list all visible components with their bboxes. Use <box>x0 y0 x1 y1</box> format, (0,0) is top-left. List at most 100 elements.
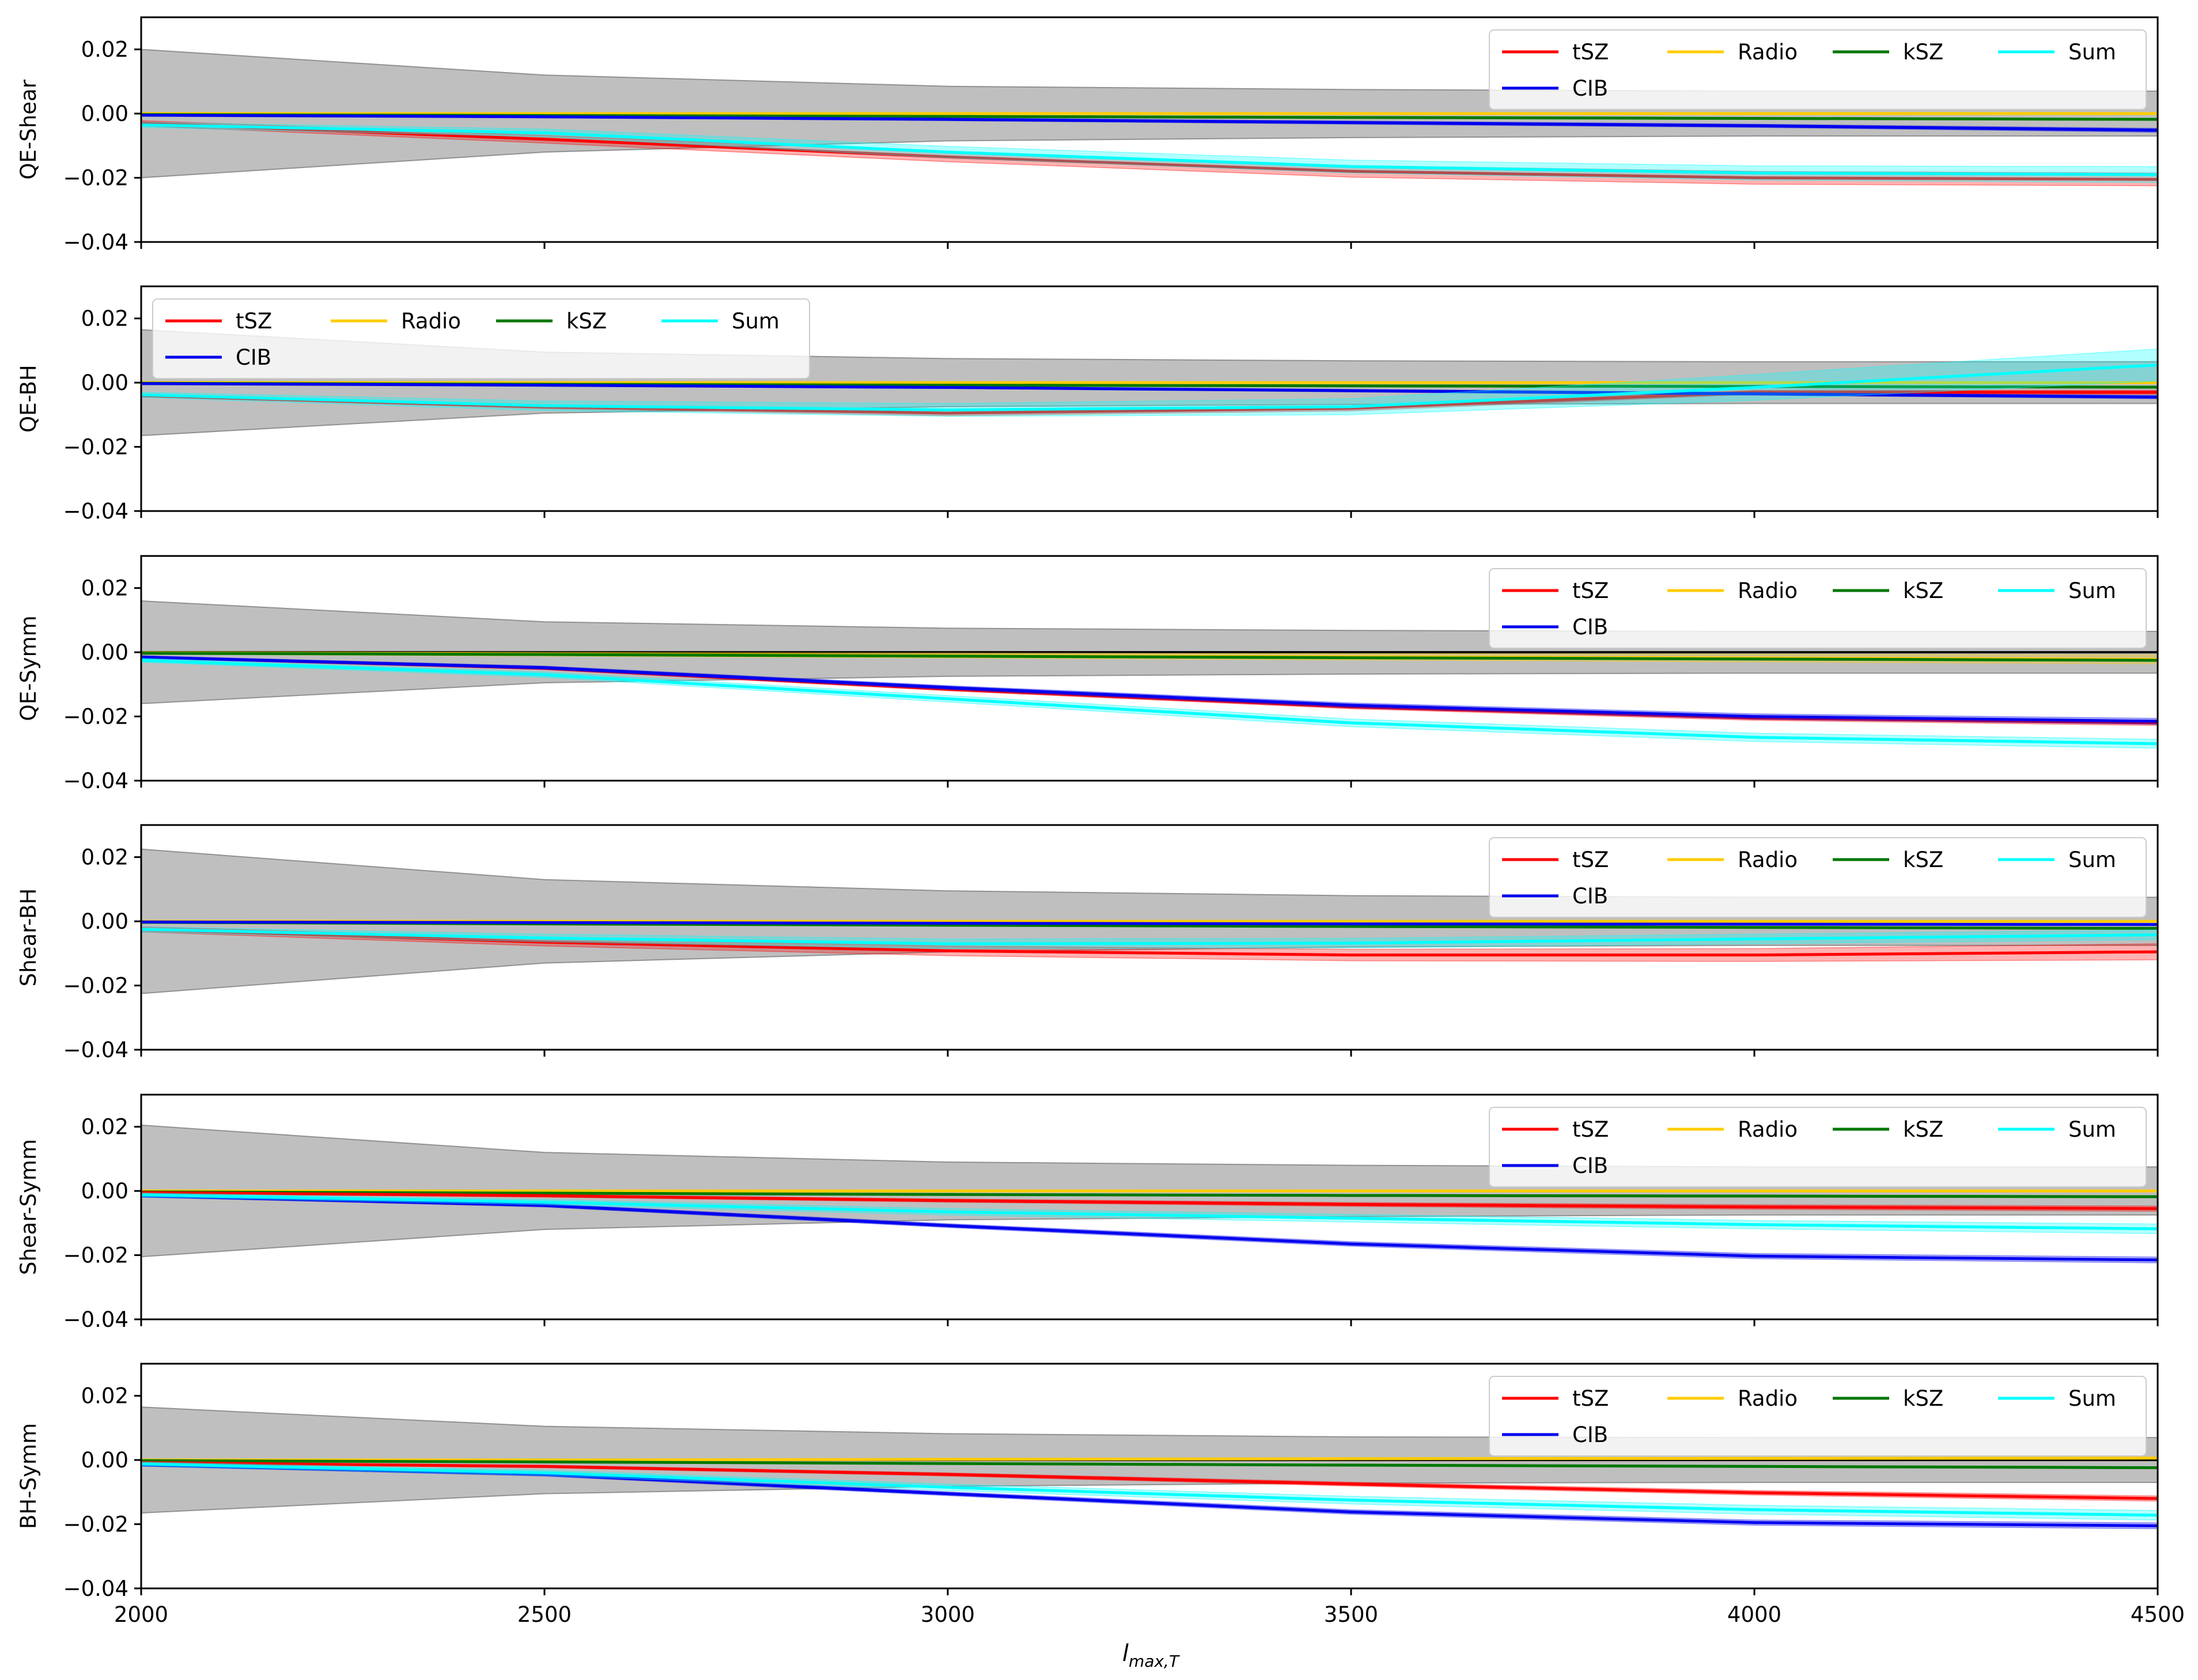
x-tick-label: 3500 <box>1324 1602 1378 1627</box>
legend-label-tsz: tSZ <box>1572 1117 1609 1142</box>
legend-item-cib: CIB <box>1502 1153 1608 1178</box>
y-tick-label: 0.00 <box>81 640 128 665</box>
legend: tSZ Radio kSZ Sum CIB <box>1489 1376 2147 1456</box>
legend: tSZ Radio kSZ Sum CIB <box>1489 837 2147 918</box>
y-axis-label: QE-BH <box>16 365 41 433</box>
legend-item-radio: Radio <box>1667 578 1798 603</box>
series-band-sum <box>141 926 2158 949</box>
legend-item-tsz: tSZ <box>165 309 272 334</box>
legend: tSZ Radio kSZ Sum CIB <box>152 298 810 379</box>
legend-item-radio: Radio <box>331 309 461 334</box>
legend-item-tsz: tSZ <box>1502 847 1609 872</box>
plot-area <box>141 848 2158 994</box>
y-tick-label: −0.04 <box>63 499 128 524</box>
legend-label-radio: Radio <box>1738 847 1798 872</box>
axes-frame <box>140 824 2159 1051</box>
legend-item-radio: Radio <box>1667 1386 1798 1411</box>
legend-item-cib: CIB <box>165 345 271 370</box>
y-tick-label: 0.02 <box>81 845 128 870</box>
panel-shear-bh: 0.02 0.00 −0.02 −0.04 Shear-BH tSZ Radio kSZ Sum… <box>16 824 2159 1062</box>
y-tick-label: −0.02 <box>63 974 128 998</box>
legend-label-sum: Sum <box>2068 847 2116 872</box>
axes-frame <box>140 555 2159 782</box>
series-line-cib <box>141 920 2158 926</box>
panels: 0.02 0.00 −0.02 −0.04 QE-Shear tSZ Radio kSZ Sum… <box>16 16 2185 1627</box>
legend-label-tsz: tSZ <box>1572 1386 1609 1411</box>
legend: tSZ Radio kSZ Sum CIB <box>1489 1107 2147 1187</box>
legend-item-sum: Sum <box>1998 847 2116 872</box>
series-line-sum <box>141 928 2158 945</box>
series-line-tsz <box>141 928 2158 957</box>
series-line-sum <box>141 1193 2158 1231</box>
axes-frame <box>140 1363 2159 1590</box>
y-tick-label: −0.04 <box>63 769 128 793</box>
y-tick-label: −0.04 <box>63 1576 128 1601</box>
legend-box <box>1489 837 2147 918</box>
legend-box <box>1489 568 2147 649</box>
x-axis-label-main: l <box>1122 1640 1129 1667</box>
legend-label-ksz: kSZ <box>1903 1386 1943 1411</box>
panel-qe-shear: 0.02 0.00 −0.02 −0.04 QE-Shear tSZ Radio kSZ Sum… <box>16 16 2159 255</box>
legend-label-radio: Radio <box>1738 40 1798 65</box>
y-tick-label: 0.02 <box>81 1115 128 1140</box>
y-tick-label: −0.04 <box>63 230 128 255</box>
axes-frame <box>140 285 2159 512</box>
legend-item-cib: CIB <box>1502 1422 1608 1447</box>
x-tick-label: 2500 <box>517 1602 572 1627</box>
series-line-cib <box>141 382 2158 399</box>
series-line-sum <box>141 659 2158 746</box>
legend-label-cib: CIB <box>236 345 271 370</box>
series-line-sum <box>141 364 2158 411</box>
legend-item-cib: CIB <box>1502 76 1608 101</box>
series-line-tsz <box>141 1191 2158 1210</box>
legend-item-sum: Sum <box>661 309 780 334</box>
legend-label-ksz: kSZ <box>1903 40 1943 65</box>
series-line-sum <box>141 1462 2158 1517</box>
legend-item-ksz: kSZ <box>1833 1117 1943 1142</box>
legend: tSZ Radio kSZ Sum CIB <box>1489 29 2147 110</box>
legend-label-radio: Radio <box>401 309 461 334</box>
y-tick-label: 0.00 <box>81 1179 128 1204</box>
y-tick-label: 0.00 <box>81 101 128 126</box>
legend-item-radio: Radio <box>1667 40 1798 65</box>
y-tick-label: 0.00 <box>81 1448 128 1473</box>
x-tick-label: 4000 <box>1727 1602 1781 1627</box>
legend-label-tsz: tSZ <box>1572 847 1609 872</box>
plot-area <box>141 1406 2158 1530</box>
legend-item-ksz: kSZ <box>1833 847 1943 872</box>
y-tick-label: −0.02 <box>63 166 128 191</box>
y-tick-label: 0.00 <box>81 370 128 395</box>
x-axis-label-subscript: max,T <box>1129 1652 1180 1671</box>
y-axis-label: BH-Symm <box>16 1423 41 1529</box>
y-axis-label: Shear-BH <box>16 888 41 986</box>
axes-frame <box>140 1093 2159 1320</box>
y-tick-label: −0.02 <box>63 705 128 729</box>
legend-label-cib: CIB <box>1572 615 1608 640</box>
series-line-ksz <box>141 1459 2158 1470</box>
series-line-cib <box>141 656 2158 723</box>
plot-area <box>141 600 2158 749</box>
x-tick-label: 2000 <box>114 1602 168 1627</box>
legend-label-radio: Radio <box>1738 1386 1798 1411</box>
y-tick-label: −0.02 <box>63 1243 128 1268</box>
series-line-cib <box>141 113 2158 132</box>
legend-item-tsz: tSZ <box>1502 1117 1609 1142</box>
y-axis-label: Shear-Symm <box>16 1139 41 1275</box>
legend-label-cib: CIB <box>1572 1153 1608 1178</box>
legend-label-tsz: tSZ <box>236 309 272 334</box>
legend-item-ksz: kSZ <box>496 309 607 334</box>
series-line-cib <box>141 1194 2158 1262</box>
panel-qe-bh: 0.02 0.00 −0.02 −0.04 QE-BH tSZ Radio kSZ Sum CIB <box>16 285 2159 524</box>
legend-label-cib: CIB <box>1572 884 1608 909</box>
series-line-ksz <box>141 1190 2158 1198</box>
y-axis-label: QE-Shear <box>16 79 41 179</box>
series-line-cib <box>141 1463 2158 1527</box>
legend-label-tsz: tSZ <box>1572 578 1609 603</box>
legend-label-sum: Sum <box>2068 40 2116 65</box>
legend-item-sum: Sum <box>1998 1386 2116 1411</box>
legend-item-sum: Sum <box>1998 578 2116 603</box>
legend-item-ksz: kSZ <box>1833 1386 1943 1411</box>
